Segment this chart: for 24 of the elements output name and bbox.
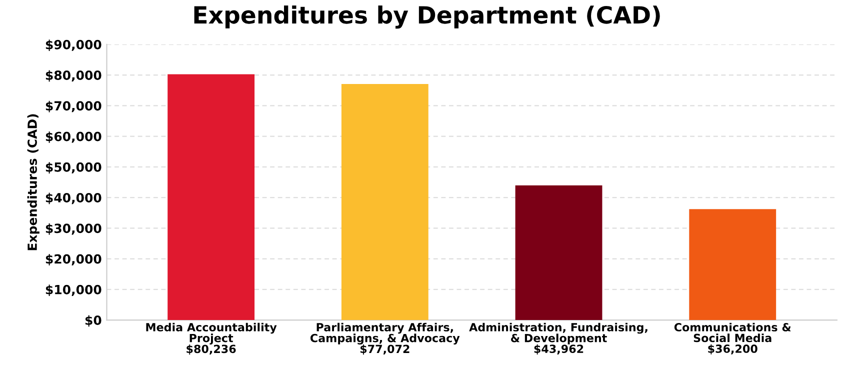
y-tick-label: $90,000 bbox=[46, 40, 102, 51]
data-label: $36,200 bbox=[708, 344, 758, 354]
y-tick-label: $40,000 bbox=[46, 192, 102, 204]
data-label: $43,962 bbox=[534, 344, 584, 354]
y-tick-label: $80,000 bbox=[46, 70, 102, 82]
bar bbox=[689, 209, 776, 320]
y-axis-title: Expenditures (CAD) bbox=[27, 114, 40, 250]
bar bbox=[341, 84, 428, 320]
y-tick-label: $50,000 bbox=[46, 162, 102, 174]
y-tick-label: $20,000 bbox=[46, 254, 102, 266]
chart-title: Expenditures by Department (CAD) bbox=[194, 6, 660, 29]
bar bbox=[515, 185, 602, 320]
x-tick-label: Administration, Fundraising, & Development bbox=[469, 322, 648, 344]
y-tick-label: $30,000 bbox=[46, 223, 102, 235]
y-tick-label: $10,000 bbox=[46, 284, 102, 296]
data-label: $80,236 bbox=[186, 344, 236, 355]
bar bbox=[168, 74, 255, 320]
x-tick-label: Media Accountability Project bbox=[146, 322, 277, 345]
y-tick-label: $70,000 bbox=[46, 100, 102, 112]
y-tick-label: $0 bbox=[85, 315, 102, 327]
x-tick-label: Parliamentary Affairs, Campaigns, & Advocacy bbox=[310, 322, 460, 345]
y-tick-label: $60,000 bbox=[46, 132, 102, 143]
data-label: $77,072 bbox=[360, 344, 410, 355]
x-tick-label: Communications & Social Media bbox=[674, 322, 791, 342]
